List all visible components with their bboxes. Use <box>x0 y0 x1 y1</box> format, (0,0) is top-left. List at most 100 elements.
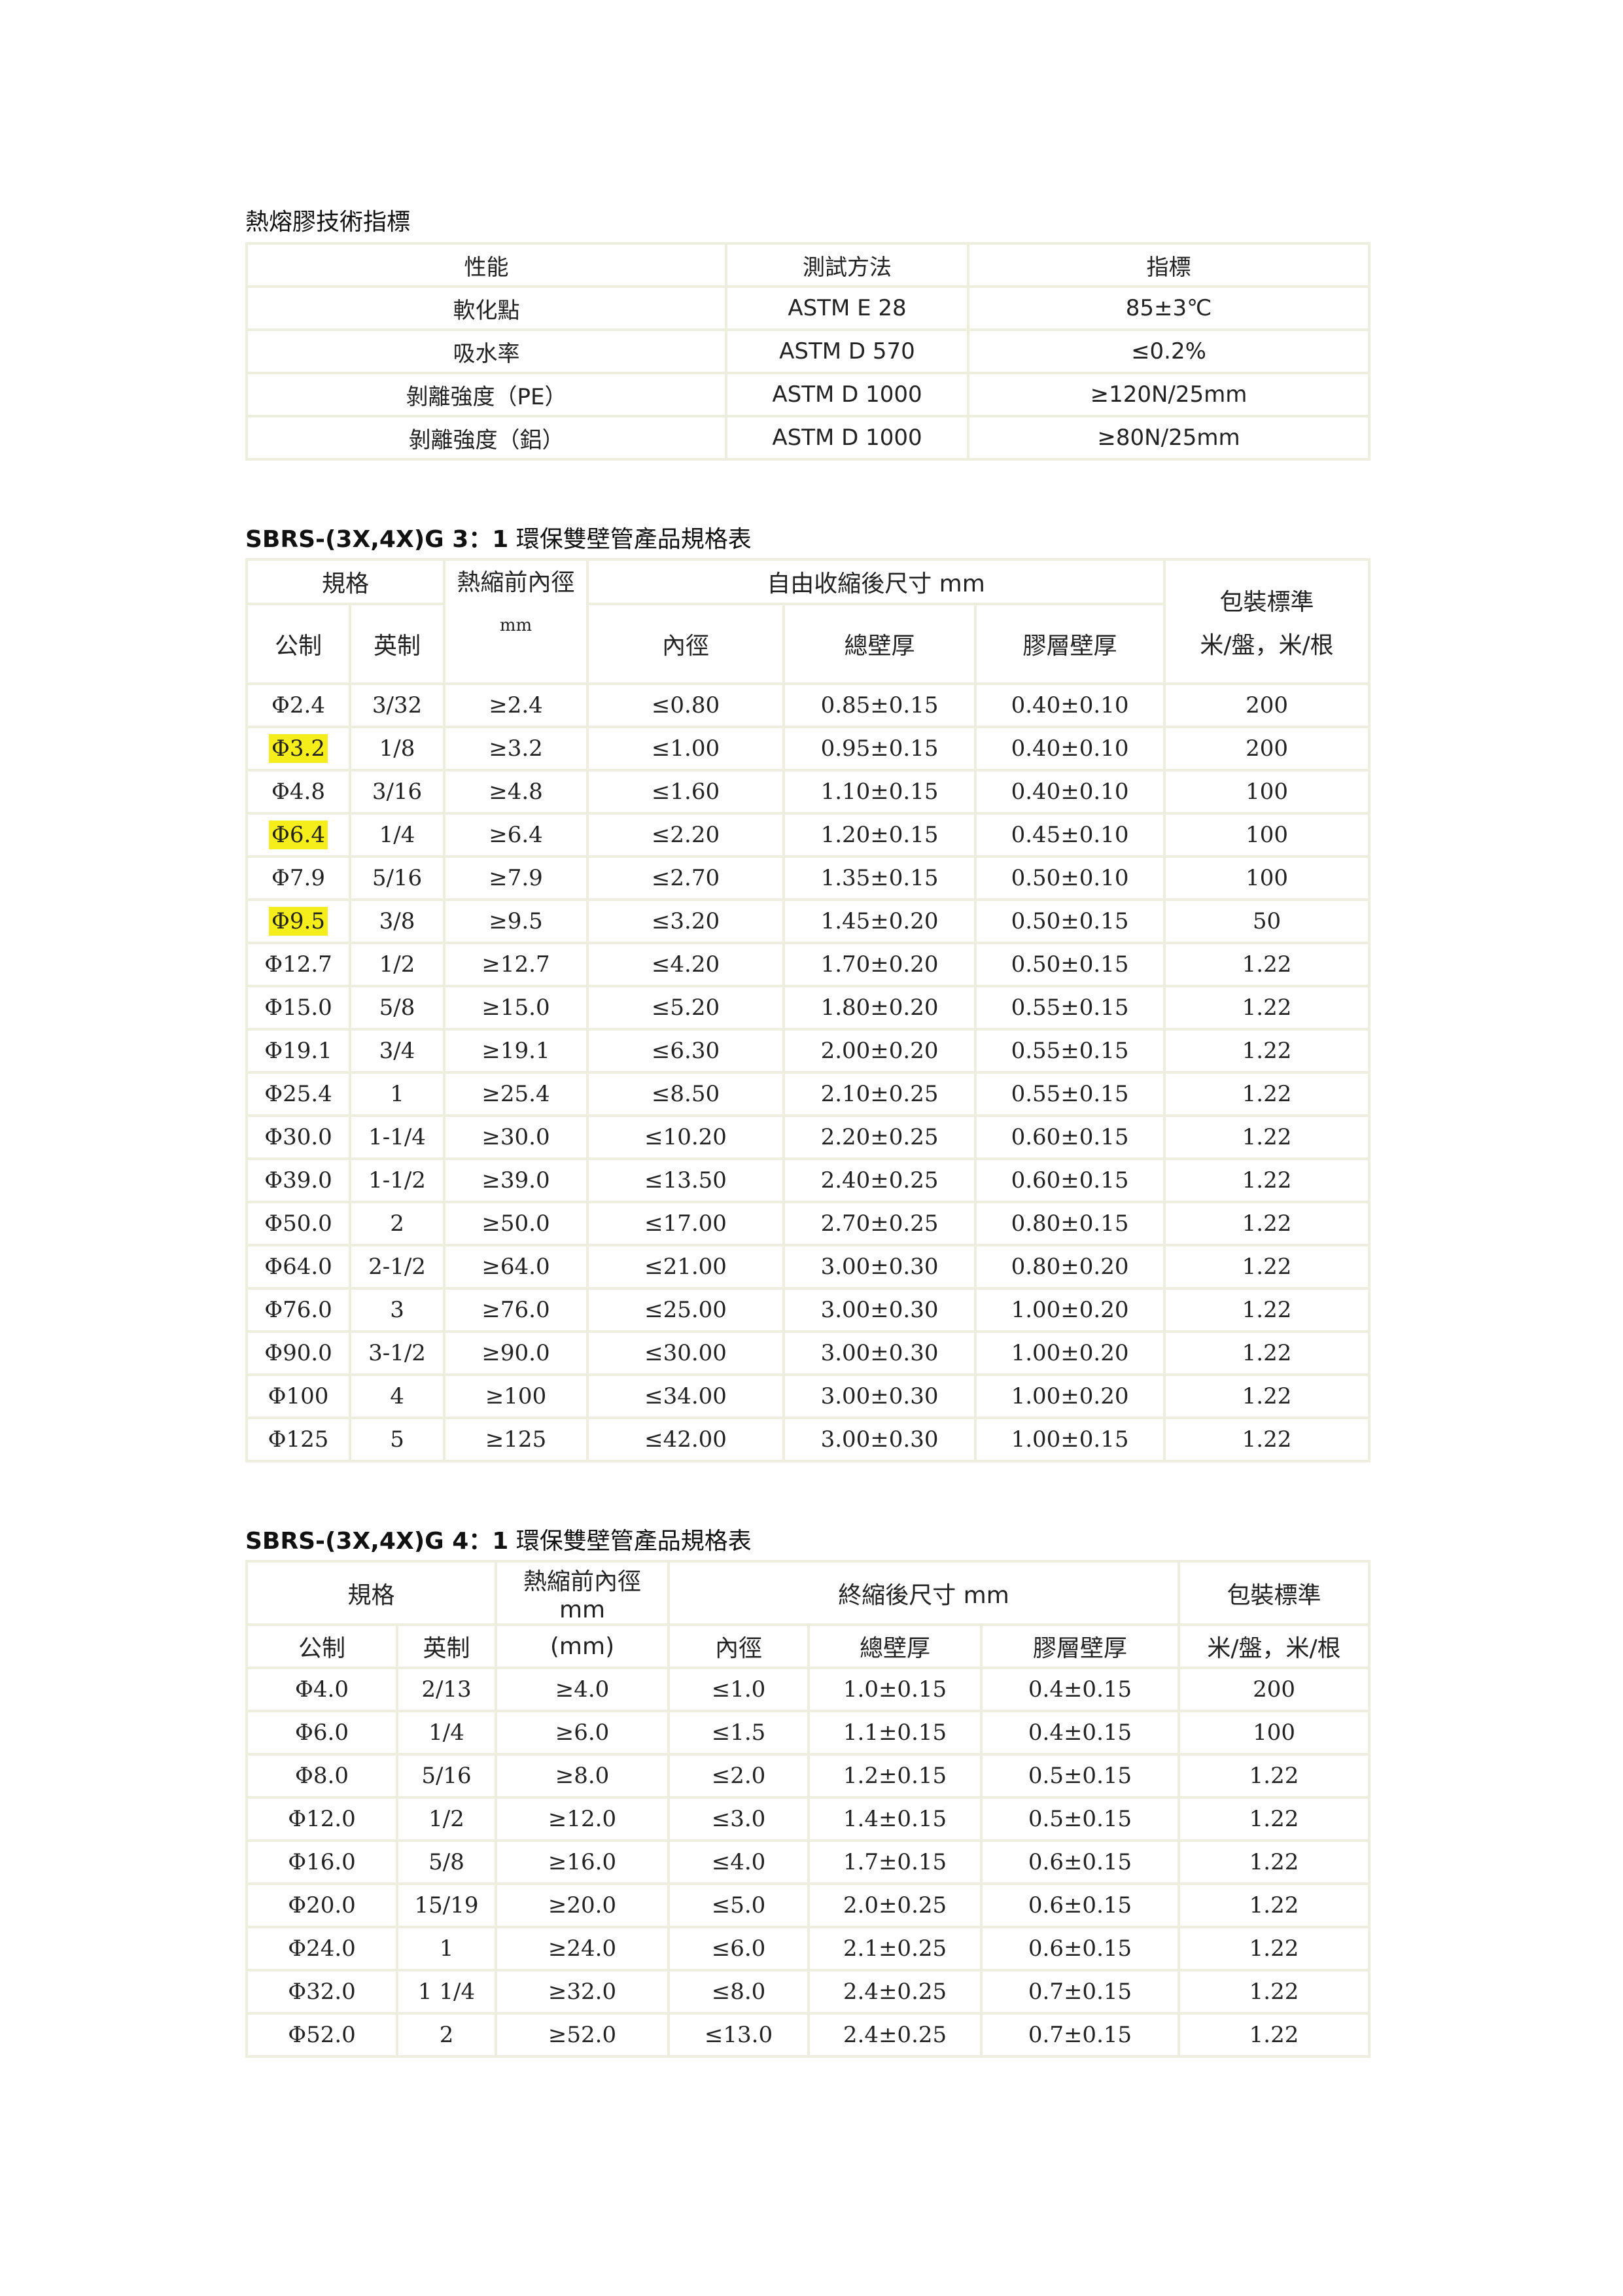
inner-diameter: ≤10.20 <box>586 1114 786 1160</box>
specification: ≤0.2% <box>967 328 1370 374</box>
header-packaging: 包裝標準 <box>1178 1560 1371 1626</box>
table-row: Φ15.0 5/8 ≥15.0 ≤5.20 1.80±0.20 0.55±0.15 1.22 <box>245 985 1371 1031</box>
glue-wall: 1.00±0.20 <box>974 1330 1166 1376</box>
table-row: 剝離強度（鋁） ASTM D 1000 ≥80N/25mm <box>245 415 1370 461</box>
pre-shrink-id: ≥8.0 <box>495 1753 671 1799</box>
table-row: Φ6.4 1/4 ≥6.4 ≤2.20 1.20±0.15 0.45±0.10 100 <box>245 812 1371 858</box>
metric-size: Φ20.0 <box>245 1882 398 1928</box>
total-wall: 1.45±0.20 <box>782 898 977 944</box>
section3-title: SBRS-(3X,4X)G 4：1 環保雙壁管產品規格表 <box>245 1522 752 1556</box>
metric-size: Φ6.0 <box>245 1710 398 1756</box>
hot-melt-spec-table: 性能 測試方法 指標 軟化點 ASTM E 28 85±3℃ 吸水率 ASTM D 570 ≤0… <box>245 242 1370 461</box>
property: 剝離強度（PE） <box>245 372 727 417</box>
metric-size: Φ6.4 <box>245 812 351 858</box>
packaging: 1.22 <box>1163 1244 1371 1290</box>
table-row: 軟化點 ASTM E 28 85±3℃ <box>245 285 1370 331</box>
imperial-size: 2/13 <box>395 1667 498 1712</box>
table-row: Φ76.0 3 ≥76.0 ≤25.00 3.00±0.30 1.00±0.20 1.22 <box>245 1287 1371 1333</box>
header-row: 公制 英制 (mm) 內徑 總壁厚 膠層壁厚 米/盤，米/根 <box>245 1623 1371 1669</box>
section2-title-prefix: SBRS-(3X,4X)G 3：1 <box>245 526 509 553</box>
header-imperial: 英制 <box>348 603 446 685</box>
glue-wall: 1.00±0.20 <box>974 1373 1166 1419</box>
highlight-mark: Φ9.5 <box>269 907 328 936</box>
imperial-size: 1-1/4 <box>348 1114 446 1160</box>
header-pack-unit: 米/盤，米/根 <box>1200 632 1334 659</box>
total-wall: 1.7±0.15 <box>807 1839 983 1885</box>
pre-shrink-id: ≥6.0 <box>495 1710 671 1756</box>
glue-wall: 0.55±0.15 <box>974 1071 1166 1117</box>
specification: ≥80N/25mm <box>967 415 1370 461</box>
packaging: 100 <box>1163 855 1371 901</box>
pre-shrink-id: ≥76.0 <box>443 1287 589 1333</box>
imperial-size: 1/2 <box>348 942 446 987</box>
inner-diameter: ≤6.30 <box>586 1028 786 1074</box>
total-wall: 2.4±0.25 <box>807 1969 983 2015</box>
total-wall: 3.00±0.30 <box>782 1417 977 1462</box>
table-row: Φ9.5 3/8 ≥9.5 ≤3.20 1.45±0.20 0.50±0.15 50 <box>245 898 1371 944</box>
glue-wall: 0.40±0.10 <box>974 769 1166 815</box>
total-wall: 3.00±0.30 <box>782 1244 977 1290</box>
inner-diameter: ≤3.20 <box>586 898 786 944</box>
ratio-4to1-spec-table: 規格 熱縮前內徑 mm 終縮後尺寸 mm 包裝標準 公制 英制 (mm) 內徑 … <box>245 1560 1371 2058</box>
packaging: 1.22 <box>1163 1028 1371 1074</box>
pre-shrink-id: ≥100 <box>443 1373 589 1419</box>
glue-wall: 0.6±0.15 <box>980 1839 1181 1885</box>
imperial-size: 2 <box>395 2012 498 2058</box>
glue-wall: 0.55±0.15 <box>974 985 1166 1031</box>
imperial-size: 5/16 <box>348 855 446 901</box>
glue-wall: 0.50±0.10 <box>974 855 1166 901</box>
section2-title: SBRS-(3X,4X)G 3：1 環保雙壁管產品規格表 <box>245 520 752 554</box>
total-wall: 1.80±0.20 <box>782 985 977 1031</box>
imperial-size: 4 <box>348 1373 446 1419</box>
glue-wall: 0.50±0.15 <box>974 942 1166 987</box>
inner-diameter: ≤2.20 <box>586 812 786 858</box>
highlight-mark: Φ6.4 <box>269 821 328 849</box>
inner-diameter: ≤6.0 <box>667 1926 811 1971</box>
glue-wall: 0.55±0.15 <box>974 1028 1166 1074</box>
table-row: Φ100 4 ≥100 ≤34.00 3.00±0.30 1.00±0.20 1.22 <box>245 1373 1371 1419</box>
total-wall: 2.0±0.25 <box>807 1882 983 1928</box>
total-wall: 2.4±0.25 <box>807 2012 983 2058</box>
metric-size: Φ16.0 <box>245 1839 398 1885</box>
total-wall: 2.10±0.25 <box>782 1071 977 1117</box>
pre-shrink-id: ≥2.4 <box>443 682 589 728</box>
metric-size: Φ8.0 <box>245 1753 398 1799</box>
property: 軟化點 <box>245 285 727 331</box>
table-row: Φ50.0 2 ≥50.0 ≤17.00 2.70±0.25 0.80±0.15 1.22 <box>245 1201 1371 1246</box>
packaging: 200 <box>1163 682 1371 728</box>
glue-wall: 0.40±0.10 <box>974 682 1166 728</box>
pre-shrink-id: ≥4.0 <box>495 1667 671 1712</box>
metric-size: Φ4.0 <box>245 1667 398 1712</box>
imperial-size: 3 <box>348 1287 446 1333</box>
header-total-wall: 總壁厚 <box>807 1623 983 1669</box>
glue-wall: 0.40±0.10 <box>974 726 1166 771</box>
packaging: 1.22 <box>1163 1201 1371 1246</box>
table-row: Φ2.4 3/32 ≥2.4 ≤0.80 0.85±0.15 0.40±0.10 200 <box>245 682 1371 728</box>
imperial-size: 2-1/2 <box>348 1244 446 1290</box>
column-header: 指標 <box>967 242 1370 288</box>
metric-size: Φ3.2 <box>245 726 351 771</box>
imperial-size: 3-1/2 <box>348 1330 446 1376</box>
inner-diameter: ≤13.0 <box>667 2012 811 2058</box>
packaging: 1.22 <box>1178 1969 1371 2015</box>
table-row: Φ90.0 3-1/2 ≥90.0 ≤30.00 3.00±0.30 1.00±0.20 1… <box>245 1330 1371 1376</box>
total-wall: 1.70±0.20 <box>782 942 977 987</box>
inner-diameter: ≤21.00 <box>586 1244 786 1290</box>
table-row: Φ4.8 3/16 ≥4.8 ≤1.60 1.10±0.15 0.40±0.10 100 <box>245 769 1371 815</box>
metric-size: Φ15.0 <box>245 985 351 1031</box>
test-method: ASTM D 1000 <box>725 372 969 417</box>
test-method: ASTM E 28 <box>725 285 969 331</box>
section3-title-prefix: SBRS-(3X,4X)G 4：1 <box>245 1528 509 1555</box>
header-pack-unit: 米/盤，米/根 <box>1178 1623 1371 1669</box>
header-pack-label: 包裝標準 <box>1219 589 1314 616</box>
table-row: Φ52.0 2 ≥52.0 ≤13.0 2.4±0.25 0.7±0.15 1.22 <box>245 2012 1371 2058</box>
inner-diameter: ≤4.0 <box>667 1839 811 1885</box>
metric-size: Φ52.0 <box>245 2012 398 2058</box>
pre-shrink-id: ≥20.0 <box>495 1882 671 1928</box>
inner-diameter: ≤1.5 <box>667 1710 811 1756</box>
packaging: 1.22 <box>1178 1882 1371 1928</box>
header-row: 公制 英制 內徑 總壁厚 膠層壁厚 <box>245 603 1369 685</box>
total-wall: 3.00±0.30 <box>782 1330 977 1376</box>
table-row: Φ6.0 1/4 ≥6.0 ≤1.5 1.1±0.15 0.4±0.15 100 <box>245 1710 1371 1756</box>
property: 剝離強度（鋁） <box>245 415 727 461</box>
